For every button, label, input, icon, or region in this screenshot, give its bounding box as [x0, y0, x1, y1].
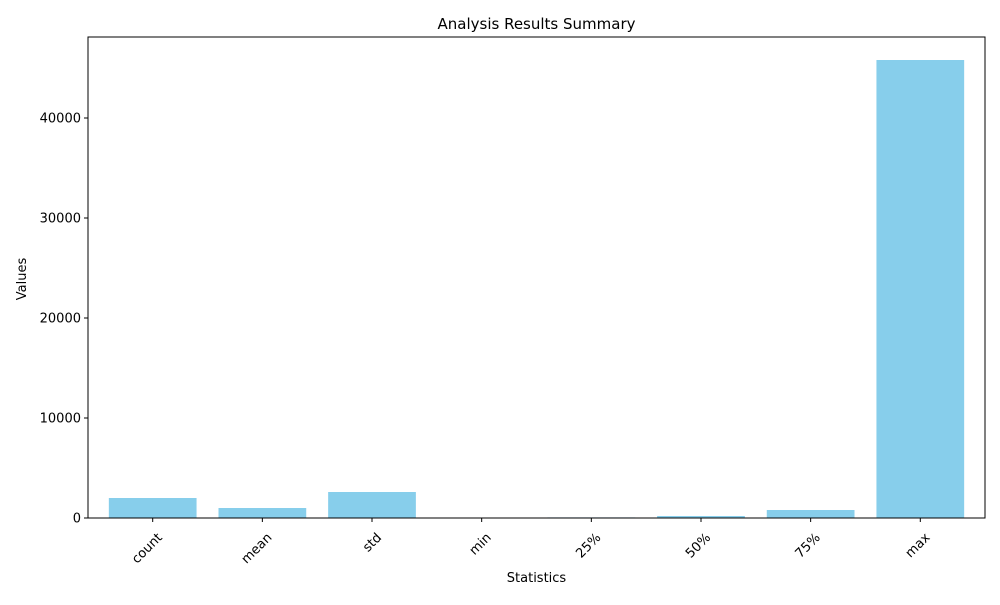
y-tick-label: 0 — [73, 512, 81, 527]
x-tick-label: count — [129, 530, 166, 567]
x-axis-label: Statistics — [507, 571, 567, 586]
x-tick-label: std — [360, 530, 385, 555]
bars-layer — [109, 60, 964, 518]
x-tick-label: 75% — [793, 530, 824, 561]
y-tick-label: 20000 — [40, 312, 81, 327]
y-tick-label: 30000 — [40, 212, 81, 227]
bar-mean — [218, 508, 306, 518]
bar-max — [876, 60, 964, 518]
y-axis-label: Values — [15, 258, 30, 301]
axes-layer: 0 10000 20000 30000 40000 count mean std min 25% 5… — [40, 37, 985, 567]
x-tick-label: mean — [239, 530, 276, 567]
x-tick-label: max — [903, 530, 934, 561]
chart-title: Analysis Results Summary — [438, 15, 636, 33]
x-tick-label: 25% — [573, 530, 604, 561]
x-tick-label: min — [467, 530, 495, 558]
x-tick-label: 50% — [683, 530, 714, 561]
plot-frame — [88, 37, 985, 518]
bar-count — [109, 498, 197, 518]
y-tick-label: 40000 — [40, 112, 81, 127]
bar-std — [328, 492, 416, 518]
bar-75pct — [767, 510, 855, 518]
y-tick-label: 10000 — [40, 412, 81, 427]
